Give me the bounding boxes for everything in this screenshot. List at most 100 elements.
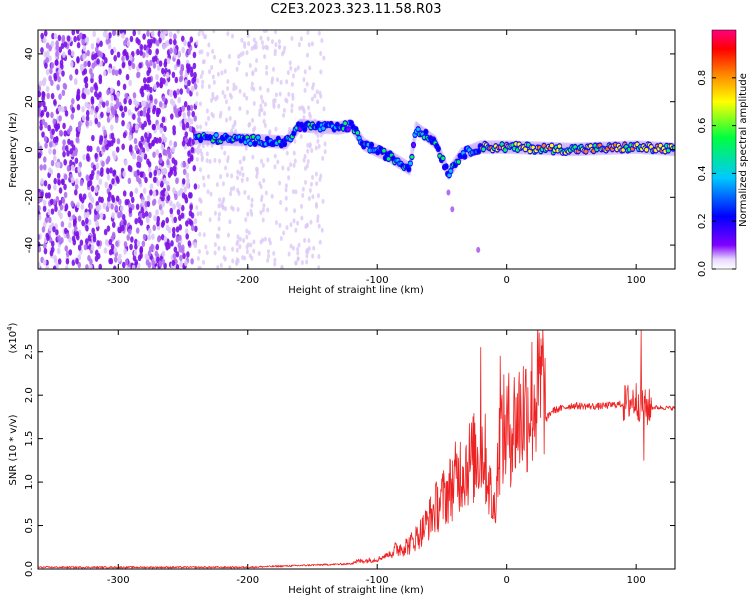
heatmap-cell	[291, 189, 295, 195]
heatmap-cell	[170, 113, 174, 120]
heatmap-cell	[102, 30, 107, 38]
heatmap-cell	[173, 141, 178, 148]
heatmap-cell	[307, 105, 311, 111]
heatmap-cell	[50, 159, 55, 167]
heatmap-cell	[58, 93, 62, 100]
heatmap-cell	[203, 34, 207, 40]
heatmap-cell	[189, 104, 194, 112]
heatmap-cell	[84, 82, 89, 89]
heatmap-cell	[172, 125, 176, 132]
heatmap-cell	[259, 103, 263, 109]
heatmap-cell	[135, 203, 140, 210]
heatmap-cell	[253, 125, 257, 131]
heatmap-cell	[198, 49, 202, 55]
heatmap-cell	[375, 150, 380, 155]
heatmap-cell	[180, 63, 185, 71]
heatmap-cell	[50, 40, 55, 47]
heatmap-cell	[43, 135, 48, 143]
heatmap-cell	[64, 204, 69, 211]
heatmap-cell	[232, 86, 236, 92]
heatmap-cell	[60, 237, 64, 244]
heatmap-cell	[221, 205, 225, 211]
heatmap-cell	[207, 115, 211, 121]
snr-xtick-label: 100	[627, 575, 646, 586]
heatmap-cell	[124, 92, 128, 100]
heatmap-cell	[310, 41, 314, 47]
heatmap-cell	[42, 199, 47, 206]
heatmap-cell	[279, 236, 283, 242]
chart-title: C2E3.2023.323.11.58.R03	[270, 2, 442, 17]
heatmap-cell	[92, 232, 96, 239]
heatmap-cell	[300, 105, 304, 111]
heatmap-cell	[56, 172, 61, 180]
heatmap-cell	[189, 36, 194, 43]
heatmap-cell	[113, 94, 117, 101]
heatmap-cell	[114, 204, 119, 212]
heatmap-cell	[50, 240, 55, 248]
heatmap-cell	[207, 42, 211, 48]
heatmap-cell	[43, 105, 48, 113]
heatmap-cell	[135, 227, 140, 234]
heatmap-cell	[245, 228, 249, 234]
heatmap-cell	[284, 206, 288, 212]
heatmap-cell	[120, 219, 124, 226]
heatmap-cell	[63, 183, 67, 191]
heatmap-cell	[94, 90, 98, 98]
heatmap-cell	[462, 154, 467, 159]
heatmap-cell	[99, 212, 104, 219]
heatmap-cell	[110, 87, 114, 94]
heatmap-cell	[155, 40, 160, 47]
heatmap-cell	[158, 136, 162, 144]
heatmap-cell	[503, 148, 507, 152]
heatmap-cell	[209, 97, 213, 103]
heatmap-cell	[110, 94, 115, 102]
heatmap-cell	[205, 151, 209, 157]
heatmap-cell	[173, 170, 177, 177]
heatmap-cell	[252, 239, 256, 245]
heatmap-cell	[57, 34, 62, 42]
heatmap-cell	[83, 68, 88, 75]
heatmap-cell	[152, 62, 157, 69]
heatmap-cell	[259, 209, 263, 215]
heatmap-cell	[146, 136, 151, 143]
heatmap-cell	[99, 40, 103, 47]
heatmap-cell	[194, 148, 198, 154]
heatmap-cell	[309, 181, 313, 187]
heatmap-cell	[184, 79, 188, 86]
heatmap-cell	[96, 146, 100, 153]
heatmap-cell	[226, 85, 230, 91]
heatmap-cell	[127, 59, 132, 67]
heatmap-cell	[235, 247, 239, 253]
heatmap-cell	[270, 193, 274, 199]
heatmap-cell	[144, 132, 148, 139]
heatmap-cell	[147, 38, 151, 46]
heatmap-cell	[248, 63, 252, 69]
heatmap-cell	[229, 186, 233, 192]
heatmap-cell	[144, 253, 149, 260]
heatmap-cell	[155, 48, 159, 55]
heatmap-cell	[261, 44, 265, 50]
heatmap-cell	[306, 142, 310, 148]
heatmap-cell	[193, 218, 198, 225]
heatmap-cell	[123, 241, 128, 248]
heatmap-cell	[202, 259, 206, 265]
heatmap-cell	[261, 162, 265, 168]
heatmap-cell	[53, 33, 58, 40]
heatmap-cell	[305, 163, 309, 169]
heatmap-cell	[288, 60, 292, 66]
heatmap-cell	[222, 246, 226, 252]
heatmap-cell	[72, 218, 77, 226]
heatmap-cell	[199, 198, 203, 204]
heatmap-cell	[215, 233, 219, 239]
heatmap-cell	[283, 45, 287, 51]
heatmap-cell	[173, 216, 178, 224]
heatmap-cell	[251, 154, 255, 160]
heatmap-cell	[316, 138, 320, 144]
heatmap-cell	[312, 82, 316, 88]
heatmap-cell	[76, 94, 80, 102]
heatmap-cell	[86, 49, 90, 57]
heatmap-cell	[55, 229, 59, 236]
heatmap-cell	[53, 177, 58, 185]
heatmap-cell	[213, 242, 217, 248]
heatmap-cell	[101, 160, 105, 168]
